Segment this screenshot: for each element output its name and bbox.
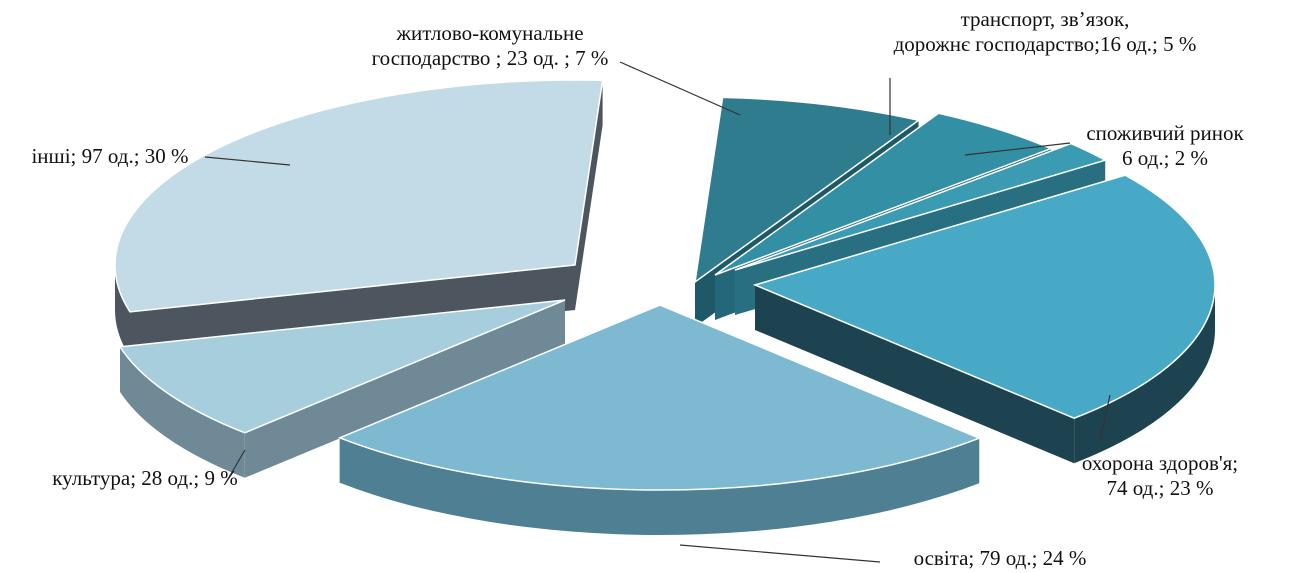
data-label: 6 од.; 2 % <box>1122 146 1208 170</box>
slice-top-kultura <box>118 299 566 434</box>
leader-line <box>224 449 246 485</box>
data-label: освіта; 79 од.; 24 % <box>914 546 1087 570</box>
slice-outer-wall <box>120 346 245 478</box>
leader-line <box>204 156 291 166</box>
data-label: інші; 97 од.; 30 % <box>31 144 188 168</box>
label-transport: транспорт, зв’язок,дорожнє господарство;… <box>889 7 1197 135</box>
leader-line <box>964 142 1071 156</box>
slice-top-zdorov <box>752 174 1216 420</box>
slice-top-transport <box>714 112 1053 276</box>
slice-top-zhytlovo <box>693 96 921 284</box>
leader-line <box>1099 394 1111 441</box>
slice-osvita <box>337 304 982 535</box>
data-label: споживчий ринок <box>1086 121 1244 145</box>
slice-zdorov <box>752 174 1216 464</box>
slice-outer-wall <box>339 437 980 535</box>
label-inshi: інші; 97 од.; 30 % <box>31 144 291 168</box>
pie-slices <box>114 79 1216 535</box>
slice-wall <box>575 80 603 310</box>
label-osvita: освіта; 79 од.; 24 % <box>679 544 1087 570</box>
data-label: житлово-комунальне <box>395 21 583 45</box>
leader-line <box>619 61 741 116</box>
slice-outer-wall <box>1074 285 1215 464</box>
leader-line <box>679 544 881 563</box>
data-label: охорона здоров'я; <box>1082 451 1238 475</box>
data-label: культура; 28 од.; 9 % <box>52 466 237 490</box>
slice-kultura <box>118 299 566 478</box>
slice-wall <box>755 285 1075 464</box>
data-label: господарство ; 23 од. ; 7 % <box>372 46 609 70</box>
slice-top-inshi <box>114 79 604 313</box>
slice-outer-wall <box>115 265 131 357</box>
label-zdorov: охорона здоров'я;74 од.; 23 % <box>1082 394 1238 500</box>
slice-top-osvita <box>337 304 982 491</box>
data-label: транспорт, зв’язок, <box>961 7 1130 31</box>
data-label: 74 од.; 23 % <box>1107 476 1214 500</box>
label-kultura: культура; 28 од.; 9 % <box>52 449 246 490</box>
slice-top-rynok <box>734 142 1108 271</box>
data-label: дорожнє господарство;16 од.; 5 % <box>894 32 1197 56</box>
